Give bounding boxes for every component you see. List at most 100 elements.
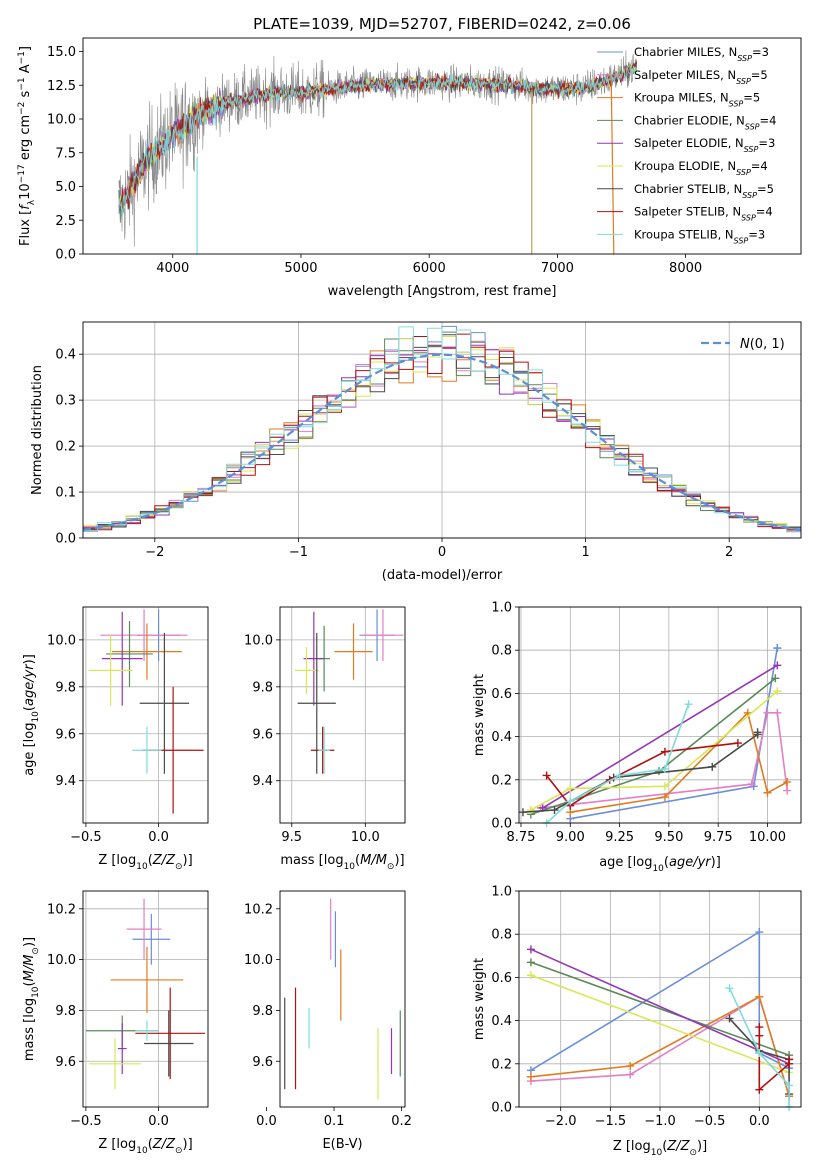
y-tick-label: 0.4 <box>55 348 76 363</box>
z-weight-x-label-part: 10 <box>651 1148 663 1158</box>
legend-label-part: SSP <box>744 145 759 154</box>
weight-marker <box>626 1070 635 1079</box>
legend-label-part: =5 <box>751 68 768 82</box>
y-tick-label: 0.4 <box>491 1014 512 1029</box>
legend-label: Kroupa ELODIE, NSSP=4 <box>634 159 768 177</box>
spectrum-y-label-part: Flux [ <box>18 210 33 246</box>
legend-label-part: SSP <box>736 76 751 85</box>
legend-label-part: =3 <box>752 45 769 59</box>
legend-label-part: Salpeter MILES, N <box>634 68 736 82</box>
mass-age-x-label: mass [log10(M/M⊙)] <box>280 853 404 872</box>
z-age-x-label-part: 10 <box>136 862 148 872</box>
weight-marker <box>526 1072 535 1081</box>
z-weight-y-label-part: mass weight <box>472 958 487 1040</box>
y-tick-label: 9.6 <box>252 1055 273 1070</box>
weight-line <box>728 1017 790 1094</box>
weight-marker <box>655 767 664 776</box>
x-tick-label: 4000 <box>156 261 189 276</box>
y-tick-label: 1.0 <box>491 601 512 616</box>
y-tick-label: 9.4 <box>55 774 76 789</box>
weight-marker <box>708 762 717 771</box>
y-tick-label: 0.6 <box>491 687 512 702</box>
legend-label-part: Salpeter ELODIE, N <box>634 136 744 150</box>
z-weight-frame <box>518 890 802 1108</box>
age-weight-x-label-part: )] <box>711 855 721 870</box>
x-tick-label: −0.5 <box>694 1114 726 1129</box>
y-tick-label: 0.2 <box>491 1057 512 1072</box>
age-weight-x-label: age [log10(age/yr)] <box>599 855 721 874</box>
legend-label: Kroupa STELIB, NSSP=3 <box>634 227 765 245</box>
weight-marker <box>566 784 575 793</box>
z-mass-y-label-part: )] <box>22 937 37 947</box>
weight-marker <box>755 1023 764 1032</box>
weight-marker <box>725 984 734 993</box>
x-tick-label: −2.0 <box>545 1114 577 1129</box>
z-weight-x-label-part: ( <box>662 1139 667 1154</box>
weight-marker <box>755 992 764 1001</box>
y-tick-label: 10.0 <box>244 633 273 648</box>
weight-marker <box>526 945 535 954</box>
z-mass-y-label-part: mass [log <box>22 998 37 1061</box>
model-spectrum-line <box>118 65 638 216</box>
mass-age-frame <box>279 606 406 824</box>
z-age-x-label-part: Z/Z <box>152 853 176 868</box>
z-mass-y-label: mass [log10(M/M⊙)] <box>22 937 41 1061</box>
age-weight-y-label: mass weight <box>472 674 487 756</box>
hist-x-label: (data-model)/error <box>382 568 503 583</box>
z-age-y-label-part: age/yr <box>22 663 37 706</box>
z-mass-y-label-part: 10 <box>31 986 41 998</box>
y-tick-label: 9.6 <box>55 1055 76 1070</box>
z-mass-x-label-part: 10 <box>136 1146 148 1156</box>
x-tick-label: 9.75 <box>704 830 733 845</box>
weight-line <box>542 664 778 809</box>
legend-label-part: Salpeter STELIB, N <box>634 205 741 219</box>
y-tick-label: 0.6 <box>491 971 512 986</box>
x-tick-label: 2 <box>725 545 733 560</box>
x-tick-label: 6000 <box>413 261 446 276</box>
legend-label-part: =4 <box>760 113 777 127</box>
weight-marker <box>773 661 782 670</box>
weight-line <box>728 987 790 1107</box>
x-tick-label: 9.50 <box>654 830 683 845</box>
x-tick-label: −2 <box>145 545 164 560</box>
weight-line <box>530 995 790 1097</box>
z-mass-frame <box>82 890 209 1108</box>
y-tick-label: 10.2 <box>47 902 76 917</box>
x-tick-label: 0.2 <box>391 1114 412 1129</box>
spectrum-plot-area <box>118 50 638 254</box>
z-weight-x-label-part: Z/Z <box>666 1139 690 1154</box>
x-tick-label: 0.0 <box>256 1114 277 1129</box>
y-tick-label: 0.0 <box>491 817 512 832</box>
weight-marker <box>773 644 782 653</box>
y-tick-label: 7.5 <box>55 146 76 161</box>
legend-label-part: =5 <box>743 91 760 105</box>
spectrum-axes: 4000 5000 6000 7000 8000 0.0 2.5 5.0 7.5 10.0 12.5… <box>17 37 802 299</box>
legend-label-part: SSP <box>736 168 751 177</box>
x-tick-label: 9.25 <box>605 830 634 845</box>
legend-label: Chabrier MILES, NSSP=3 <box>634 45 769 63</box>
legend-label-part: Chabrier STELIB, N <box>634 182 742 196</box>
x-tick-label: 10.0 <box>351 830 380 845</box>
weight-marker <box>783 786 792 795</box>
weight-marker <box>771 674 780 683</box>
z-age-x-label: Z [log10(Z/Z⊙)] <box>98 853 192 872</box>
y-tick-label: 0.1 <box>55 486 76 501</box>
hist-frame <box>82 321 802 539</box>
weight-line <box>530 961 790 1056</box>
mass-age-x-label-part: 10 <box>344 862 356 872</box>
z-age-y-label-part: age [log <box>22 723 37 776</box>
hist-legend: N(0, 1) <box>701 337 785 352</box>
spectrum-y-label: Flux [fλ10−17 erg cm−2 s−1 A−1] <box>17 46 37 246</box>
weight-marker <box>763 708 772 717</box>
x-tick-label: 9.00 <box>556 830 585 845</box>
mass-age-x-label-part: ( <box>355 853 360 868</box>
legend-label-part: =5 <box>757 182 774 196</box>
age-weight-x-label-part: age/yr <box>669 855 712 870</box>
model-edge-line <box>610 81 615 254</box>
panels: 4000 5000 6000 7000 80000.02.55.07.510.012.5… <box>17 37 802 1158</box>
weight-marker <box>542 771 551 780</box>
weight-line <box>530 948 790 1065</box>
weight-marker <box>755 1085 764 1094</box>
x-tick-label: 8000 <box>669 261 702 276</box>
